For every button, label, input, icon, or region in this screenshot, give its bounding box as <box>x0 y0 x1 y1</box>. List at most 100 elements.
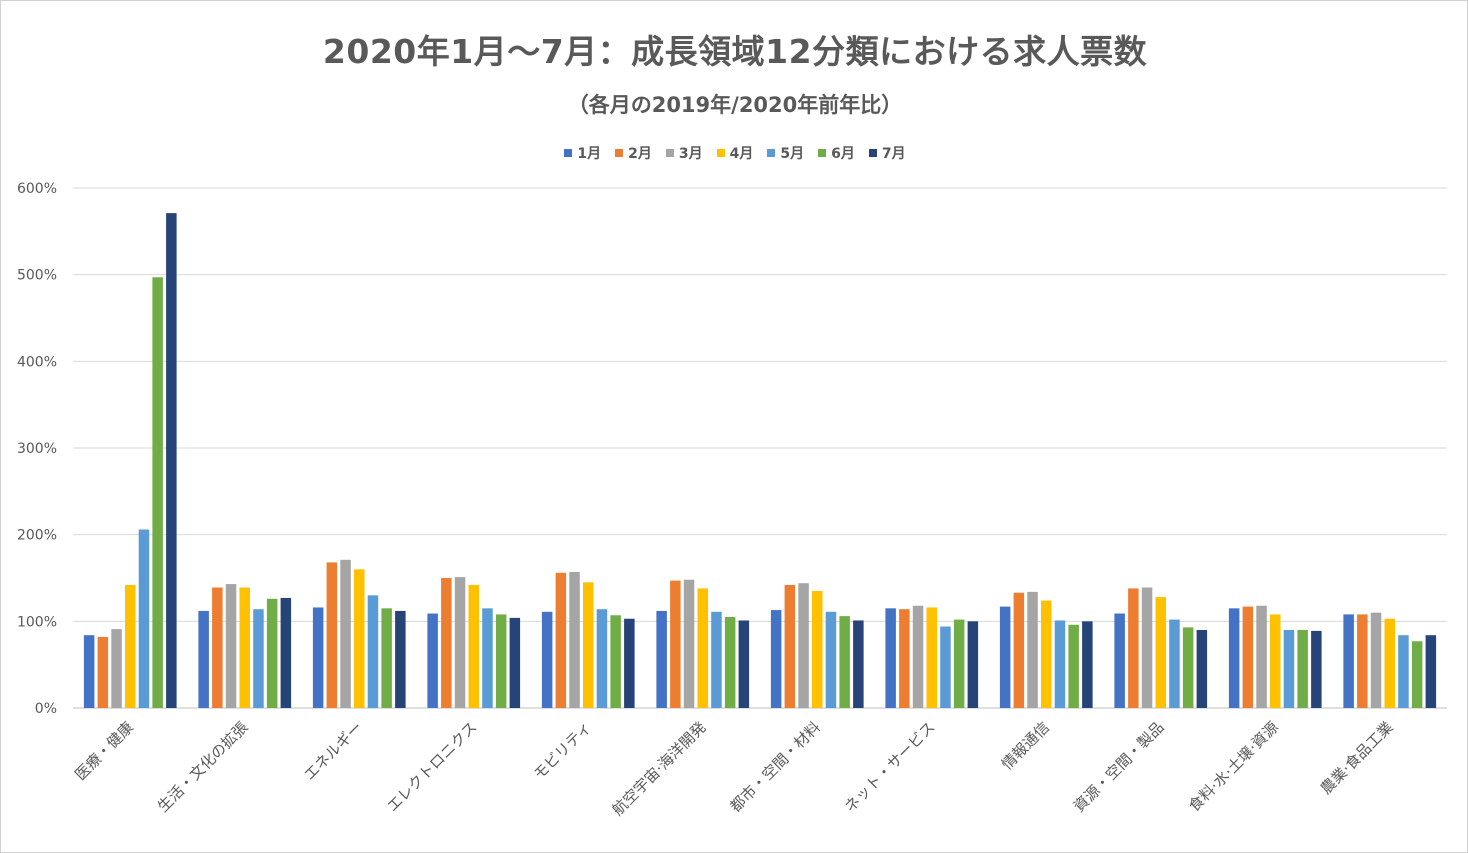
legend-swatch <box>767 149 776 157</box>
bar <box>266 598 278 708</box>
bar <box>798 583 809 708</box>
x-tick-label: 情報通信 <box>998 718 1053 773</box>
bar <box>1128 588 1139 708</box>
chart-legend: 1月 2月 3月 4月 5月 6月 7月 <box>1 143 1468 163</box>
bar <box>596 609 608 708</box>
legend-item: 4月 <box>716 143 754 163</box>
legend-label: 3月 <box>678 146 703 162</box>
bar <box>999 606 1011 708</box>
legend-item: 6月 <box>818 143 855 163</box>
chart-title: 2020年1月～7月：成長領域12分類における求人票数 <box>322 32 1148 71</box>
y-tick-label: 100% <box>17 614 57 630</box>
y-tick-label: 200% <box>17 528 57 544</box>
bar <box>711 611 722 708</box>
bar <box>280 597 292 708</box>
legend-label: 4月 <box>729 146 754 162</box>
bar <box>225 584 237 708</box>
bar <box>967 621 979 708</box>
bar <box>152 277 163 708</box>
bar <box>853 620 864 708</box>
bar <box>454 577 466 708</box>
bar <box>381 608 392 708</box>
y-tick-label: 400% <box>17 354 57 370</box>
legend-item: 5月 <box>767 143 804 163</box>
bar <box>738 620 750 708</box>
bar <box>1411 641 1423 708</box>
bar <box>610 615 621 708</box>
bar <box>340 559 351 708</box>
bar <box>166 213 177 708</box>
bar <box>1041 600 1052 708</box>
bar <box>239 587 250 708</box>
bar <box>441 578 452 708</box>
bar <box>784 584 796 708</box>
bar <box>541 611 553 708</box>
legend-label: 5月 <box>780 146 805 162</box>
bar <box>1425 635 1437 708</box>
legend-swatch <box>564 149 573 157</box>
bar <box>354 569 365 708</box>
bar <box>839 616 850 708</box>
bar <box>482 608 493 708</box>
legend-swatch <box>716 149 725 157</box>
legend-label: 7月 <box>881 146 906 162</box>
x-tick-label: 都市・空間・材料 <box>726 718 824 816</box>
bar <box>1169 619 1180 708</box>
bar <box>395 610 406 708</box>
bar <box>670 580 681 708</box>
legend-swatch <box>818 149 827 157</box>
bar <box>770 610 782 708</box>
legend-item: 7月 <box>868 143 906 163</box>
bar <box>1068 624 1079 708</box>
bar <box>624 618 635 708</box>
y-tick-label: 600% <box>17 181 57 197</box>
bar <box>212 587 223 708</box>
bar <box>1027 591 1038 708</box>
bar <box>899 609 910 708</box>
bar <box>912 605 924 708</box>
bar <box>1054 620 1066 708</box>
bar <box>495 614 507 708</box>
bar <box>1182 627 1194 708</box>
bar <box>427 613 438 708</box>
y-tick-label: 300% <box>17 441 57 457</box>
bar <box>83 635 95 708</box>
bar <box>1141 587 1153 708</box>
bar <box>656 610 667 708</box>
x-tick-label: 航空宇宙·海洋開発 <box>609 718 710 819</box>
legend-swatch <box>868 149 877 157</box>
x-tick-label: 生活・文化の拡張 <box>154 718 252 816</box>
y-tick-label: 500% <box>17 268 57 284</box>
x-tick-label: エネルギー <box>300 718 366 784</box>
chart-subtitle: （各月の2019年/2020年前年比） <box>567 93 903 117</box>
x-tick-label: 農業·食品工業 <box>1317 718 1397 798</box>
bar <box>1270 614 1281 708</box>
legend-swatch <box>615 149 624 157</box>
bar <box>1155 597 1166 708</box>
bar <box>1283 630 1295 708</box>
bar <box>312 607 324 708</box>
bar <box>812 591 823 708</box>
legend-label: 6月 <box>831 146 855 162</box>
bar <box>926 607 937 708</box>
bar <box>509 617 521 708</box>
x-tick-label: 資源・空間・製品 <box>1070 718 1168 816</box>
bar <box>1297 630 1308 708</box>
bar <box>885 608 896 708</box>
bar <box>683 579 695 708</box>
bar <box>940 626 951 708</box>
bar <box>1343 614 1354 708</box>
bar <box>1398 635 1409 708</box>
bar <box>1196 630 1208 708</box>
bar <box>1114 613 1125 708</box>
bar <box>697 588 708 708</box>
x-tick-label: 医療・健康 <box>71 718 137 784</box>
bar <box>1228 608 1240 708</box>
bar <box>253 609 264 708</box>
bar <box>1242 606 1254 708</box>
bar <box>1013 592 1025 708</box>
bar <box>825 611 837 708</box>
bar <box>111 629 122 708</box>
